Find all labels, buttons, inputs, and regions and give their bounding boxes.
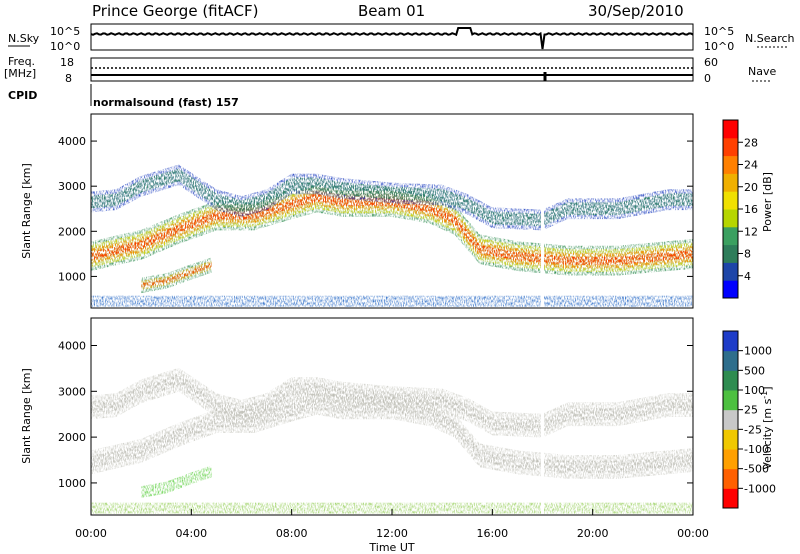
colorbar-tick-label: 12 (744, 225, 758, 238)
colorbar-tick-label: -100 (744, 443, 769, 456)
colorbar-segment (723, 370, 738, 391)
colorbar-segment (723, 137, 738, 157)
y-tick-label: 3000 (58, 180, 86, 193)
sky-panel-frame (90, 23, 694, 51)
n-search-tick-top: 10^5 (704, 25, 734, 38)
power-panel: 1000 2000 3000 4000 Slant Range [km] 4 8 12 16… (20, 113, 774, 309)
y-tick-label: 3000 (58, 385, 86, 398)
colorbar-tick-label: 25 (744, 404, 758, 417)
x-tick-label: 04:00 (175, 527, 207, 540)
power-colorbar: 4 8 12 16 20 24 28 (722, 119, 758, 299)
colorbar-segment (723, 409, 738, 430)
colorbar-segment (723, 350, 738, 371)
colorbar-segment (723, 209, 738, 228)
velocity-y-axis: 1000 2000 3000 4000 (58, 339, 693, 490)
power-y-label: Slant Range [km] (20, 163, 33, 259)
velocity-colorbar: 1000 500 100 25 -25 -100 -500 -1000 (722, 330, 776, 509)
power-colorbar-label: Power [dB] (761, 172, 774, 232)
y-tick-label: 1000 (58, 270, 86, 283)
velocity-panel: 1000 2000 3000 4000 Slant Range [km] 1000 50… (20, 317, 776, 516)
colorbar-segment (723, 120, 738, 139)
colorbar-segment (723, 390, 738, 411)
x-tick-label: 12:00 (376, 527, 408, 540)
colorbar-segment (723, 244, 738, 263)
colorbar-frame (722, 330, 739, 509)
sky-search-panel: N.Sky 10^5 10^0 10^5 10^0 N.Search (8, 23, 795, 53)
velocity-data (91, 318, 693, 515)
band-ground-layer (91, 295, 693, 307)
y-tick-label: 4000 (58, 339, 86, 352)
colorbar-segment (723, 173, 738, 192)
power-frame (90, 113, 694, 309)
n-sky-label: N.Sky (8, 32, 40, 45)
colorbar-tick-label: 4 (744, 270, 751, 283)
colorbar-tick-label: 500 (744, 364, 765, 377)
time-x-axis: 00:00 04:00 08:00 12:00 16:00 20:00 00:00 (75, 509, 709, 540)
y-tick-label: 4000 (58, 135, 86, 148)
velocity-colorbar-label: Velocity [m s-1] (760, 386, 774, 469)
n-sky-trace (90, 27, 694, 50)
colorbar-tick-label: -500 (744, 463, 769, 476)
colorbar-tick-label: -1000 (744, 482, 776, 495)
freq-tick-bottom: 8 (65, 72, 72, 85)
band-lower-layer (141, 465, 212, 498)
x-tick-label: 20:00 (577, 527, 609, 540)
nave-tick-top: 60 (704, 56, 718, 69)
colorbar-tick-label: 8 (744, 248, 751, 261)
y-tick-label: 2000 (58, 431, 86, 444)
colorbar-segment (723, 429, 738, 450)
x-tick-label: 16:00 (476, 527, 508, 540)
n-search-tick-bottom: 10^0 (704, 40, 734, 53)
station-title: Prince George (fitACF) (92, 2, 258, 20)
freq-nave-panel: Freq. [MHz] 18 8 60 0 Nave (4, 55, 776, 85)
colorbar-tick-label: 24 (744, 159, 758, 172)
x-tick-label: 00:00 (75, 527, 107, 540)
freq-panel-frame (90, 57, 694, 82)
colorbar-segment (723, 488, 738, 509)
band-main-layer (91, 193, 693, 265)
n-sky-tick-bottom: 10^0 (50, 40, 80, 53)
cpid-text: normalsound (fast) 157 (93, 96, 239, 109)
n-search-label: N.Search (745, 32, 795, 45)
nave-label: Nave (748, 65, 776, 78)
colorbar-tick-label: 100 (744, 384, 765, 397)
y-tick-label: 2000 (58, 225, 86, 238)
colorbar-segment (723, 191, 738, 210)
colorbar-segment (723, 331, 738, 352)
colorbar-tick-label: 20 (744, 181, 758, 194)
data-gap (541, 114, 544, 308)
colorbar-segment (723, 468, 738, 489)
colorbar-segment (723, 155, 738, 174)
colorbar-segment (723, 262, 738, 281)
power-data (91, 114, 693, 308)
colorbar-tick-label: 16 (744, 203, 758, 216)
y-tick-label: 1000 (58, 477, 86, 490)
colorbar-tick-label: 1000 (744, 345, 772, 358)
freq-unit-label: [MHz] (4, 67, 36, 80)
x-tick-label: 00:00 (677, 527, 709, 540)
colorbar-tick-label: -25 (744, 423, 762, 436)
n-sky-tick-top: 10^5 (50, 25, 80, 38)
freq-tick-top: 18 (60, 56, 74, 69)
nave-tick-bottom: 0 (704, 72, 711, 85)
x-tick-label: 08:00 (276, 527, 308, 540)
date-label: 30/Sep/2010 (588, 2, 684, 20)
data-gap (541, 318, 544, 515)
band-upper-layer (91, 373, 693, 432)
cpid-label: CPID (8, 89, 37, 102)
x-axis-label: Time UT (368, 541, 414, 554)
beam-label: Beam 01 (358, 2, 425, 20)
freq-label: Freq. (8, 55, 35, 68)
colorbar-segment (723, 226, 738, 246)
power-y-axis: 1000 2000 3000 4000 (58, 135, 693, 283)
colorbar-tick-label: 28 (744, 136, 758, 149)
colorbar-segment (723, 449, 738, 470)
band-lower-layer (141, 262, 212, 288)
velocity-y-label: Slant Range [km] (20, 368, 33, 464)
band-upper-layer (91, 168, 693, 227)
colorbar-segment (723, 280, 738, 299)
